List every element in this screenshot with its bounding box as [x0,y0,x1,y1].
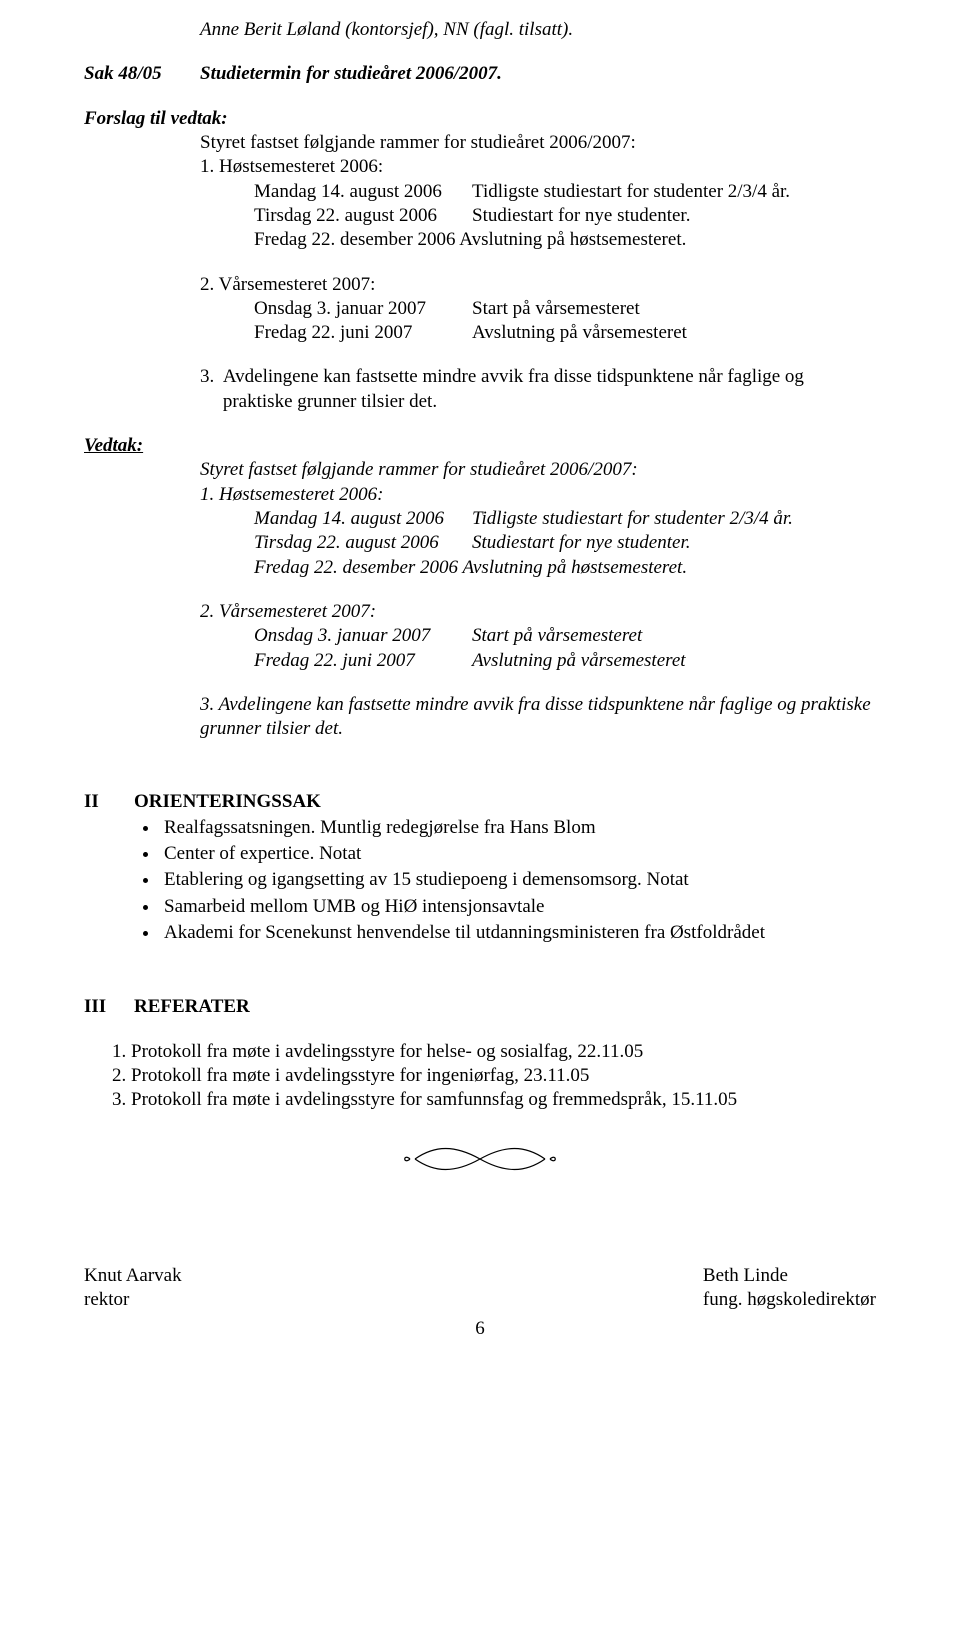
section-iii-title: REFERATER [134,995,250,1019]
list-item: Realfagssatsningen. Muntlig redegjørelse… [160,816,876,840]
date-cell: Fredag 22. juni 2007 [254,649,472,673]
signatures: Knut Aarvak rektor Beth Linde fung. høgs… [84,1264,876,1313]
host-heading: 1. Høstsemesteret 2006: [200,155,876,179]
vedtak-var-row-2: Fredag 22. juni 2007Avslutning på vårsem… [254,649,876,673]
vedtak-var-row-1: Onsdag 3. januar 2007Start på vårsemeste… [254,624,876,648]
desc-cell: Studiestart for nye studenter. [472,205,690,226]
list-item: 2. Protokoll fra møte i avdelingsstyre f… [112,1064,876,1088]
list-item: Samarbeid mellom UMB og HiØ intensjonsav… [160,895,876,919]
vedtak-para-3: 3. Avdelingene kan fastsette mindre avvi… [200,693,876,742]
var-row-1: Onsdag 3. januar 2007Start på vårsemeste… [254,297,876,321]
date-cell: Onsdag 3. januar 2007 [254,297,472,321]
signature-name: Knut Aarvak [84,1264,182,1288]
desc-cell: Tidligste studiestart for studenter 2/3/… [472,508,793,529]
section-iii-row: III REFERATER [84,995,876,1019]
signature-name: Beth Linde [703,1264,876,1288]
list-item: 3. Protokoll fra møte i avdelingsstyre f… [112,1088,876,1112]
section-ii-list: Realfagssatsningen. Muntlig redegjørelse… [160,816,876,946]
list-number: 3. [200,365,223,414]
flourish-divider [84,1141,876,1184]
host-row-3: Fredag 22. desember 2006 Avslutning på h… [254,228,876,252]
forslag-heading: Forslag til vedtak: [84,107,876,131]
flourish-icon [395,1141,565,1177]
var-row-2: Fredag 22. juni 2007Avslutning på vårsem… [254,321,876,345]
host-row-1: Mandag 14. august 2006Tidligste studiest… [254,180,876,204]
vedtak-var-heading: 2. Vårsemesteret 2007: [200,600,876,624]
para-3: 3. Avdelingene kan fastsette mindre avvi… [200,365,876,414]
date-cell: Mandag 14. august 2006 [254,180,472,204]
section-iii-number: III [84,995,134,1019]
vedtak-host-row-1: Mandag 14. august 2006Tidligste studiest… [254,507,876,531]
section-ii-row: II ORIENTERINGSSAK Realfagssatsningen. M… [84,790,876,948]
desc-cell: Avslutning på vårsemesteret [472,650,686,671]
sak-row: Sak 48/05 Studietermin for studieåret 20… [84,62,876,86]
desc-cell: Start på vårsemesteret [472,298,640,319]
signature-right: Beth Linde fung. høgskoledirektør [703,1264,876,1313]
para-3-text: Avdelingene kan fastsette mindre avvik f… [223,365,876,414]
vedtak-host-row-2: Tirsdag 22. august 2006Studiestart for n… [254,531,876,555]
list-item: Akademi for Scenekunst henvendelse til u… [160,921,876,945]
vedtak-intro: Styret fastset følgjande rammer for stud… [200,458,876,482]
date-cell: Onsdag 3. januar 2007 [254,624,472,648]
vedtak-heading: Vedtak: [84,434,876,458]
section-ii-number: II [84,790,134,948]
sak-title: Studietermin for studieåret 2006/2007. [200,62,502,86]
section-ii-title: ORIENTERINGSSAK [134,790,876,814]
desc-cell: Avslutning på vårsemesteret [472,322,687,343]
date-cell: Mandag 14. august 2006 [254,507,472,531]
signature-title: fung. høgskoledirektør [703,1288,876,1312]
list-item: Etablering og igangsetting av 15 studiep… [160,868,876,892]
attendee-line: Anne Berit Løland (kontorsjef), NN (fagl… [200,18,876,42]
signature-left: Knut Aarvak rektor [84,1264,182,1313]
section-iii-items: 1. Protokoll fra møte i avdelingsstyre f… [112,1040,876,1113]
list-item: Center of expertice. Notat [160,842,876,866]
desc-cell: Studiestart for nye studenter. [472,532,690,553]
vedtak-host-row-3: Fredag 22. desember 2006 Avslutning på h… [254,556,876,580]
sak-number: Sak 48/05 [84,62,200,86]
vedtak-host-heading: 1. Høstsemesteret 2006: [200,483,876,507]
page-number: 6 [84,1317,876,1341]
desc-cell: Tidligste studiestart for studenter 2/3/… [472,181,790,202]
date-cell: Tirsdag 22. august 2006 [254,204,472,228]
forslag-intro: Styret fastset følgjande rammer for stud… [200,131,876,155]
document-page: Anne Berit Løland (kontorsjef), NN (fagl… [0,0,960,1381]
desc-cell: Start på vårsemesteret [472,625,642,646]
date-cell: Tirsdag 22. august 2006 [254,531,472,555]
signature-title: rektor [84,1288,182,1312]
list-item: 1. Protokoll fra møte i avdelingsstyre f… [112,1040,876,1064]
var-heading: 2. Vårsemesteret 2007: [200,273,876,297]
host-row-2: Tirsdag 22. august 2006Studiestart for n… [254,204,876,228]
date-cell: Fredag 22. juni 2007 [254,321,472,345]
